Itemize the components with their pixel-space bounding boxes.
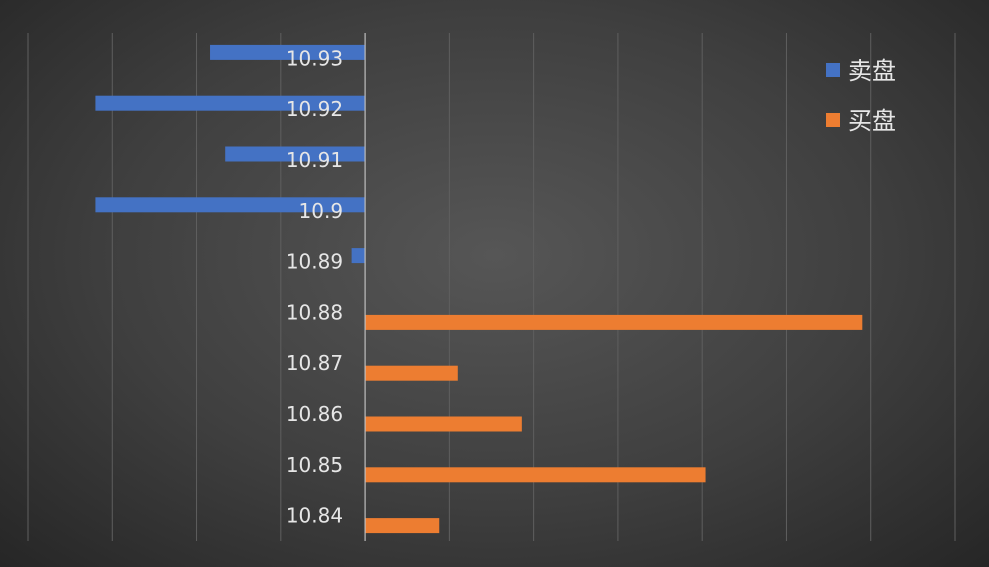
- category-label: 10.88: [286, 300, 343, 324]
- bar-sell-10.93: [210, 44, 366, 60]
- grid-layer: [27, 33, 956, 541]
- bar-buy-10.85: [365, 467, 706, 483]
- legend-swatch-buy: [826, 113, 840, 127]
- category-label: 10.86: [286, 402, 343, 426]
- bar-buy-10.87: [365, 365, 458, 381]
- category-label: 10.85: [286, 453, 343, 477]
- bar-layer: [95, 44, 863, 534]
- category-label: 10.9: [299, 199, 344, 223]
- bar-buy-10.86: [365, 416, 522, 432]
- legend-label-buy: 买盘: [848, 107, 896, 135]
- bar-sell-10.92: [95, 95, 366, 111]
- bar-sell-10.91: [225, 146, 366, 162]
- category-label: 10.91: [286, 148, 343, 172]
- bar-buy-10.84: [365, 518, 440, 534]
- category-label: 10.87: [286, 351, 343, 375]
- category-label: 10.89: [286, 250, 343, 274]
- category-label-layer: 10.93 10.92 10.91 10.9 10.89 10.88 10.87 10.86 1…: [286, 46, 343, 527]
- category-label: 10.92: [286, 97, 343, 121]
- legend-swatch-sell: [826, 63, 840, 77]
- legend-item-sell: 卖盘: [826, 57, 896, 85]
- legend-item-buy: 买盘: [826, 107, 896, 135]
- bar-sell-10.89: [351, 248, 366, 264]
- legend: 卖盘 买盘: [826, 57, 896, 135]
- legend-label-sell: 卖盘: [848, 57, 896, 85]
- category-label: 10.84: [286, 504, 343, 528]
- bar-sell-10.9: [95, 197, 366, 213]
- bar-buy-10.88: [365, 314, 863, 330]
- category-label: 10.93: [286, 46, 343, 70]
